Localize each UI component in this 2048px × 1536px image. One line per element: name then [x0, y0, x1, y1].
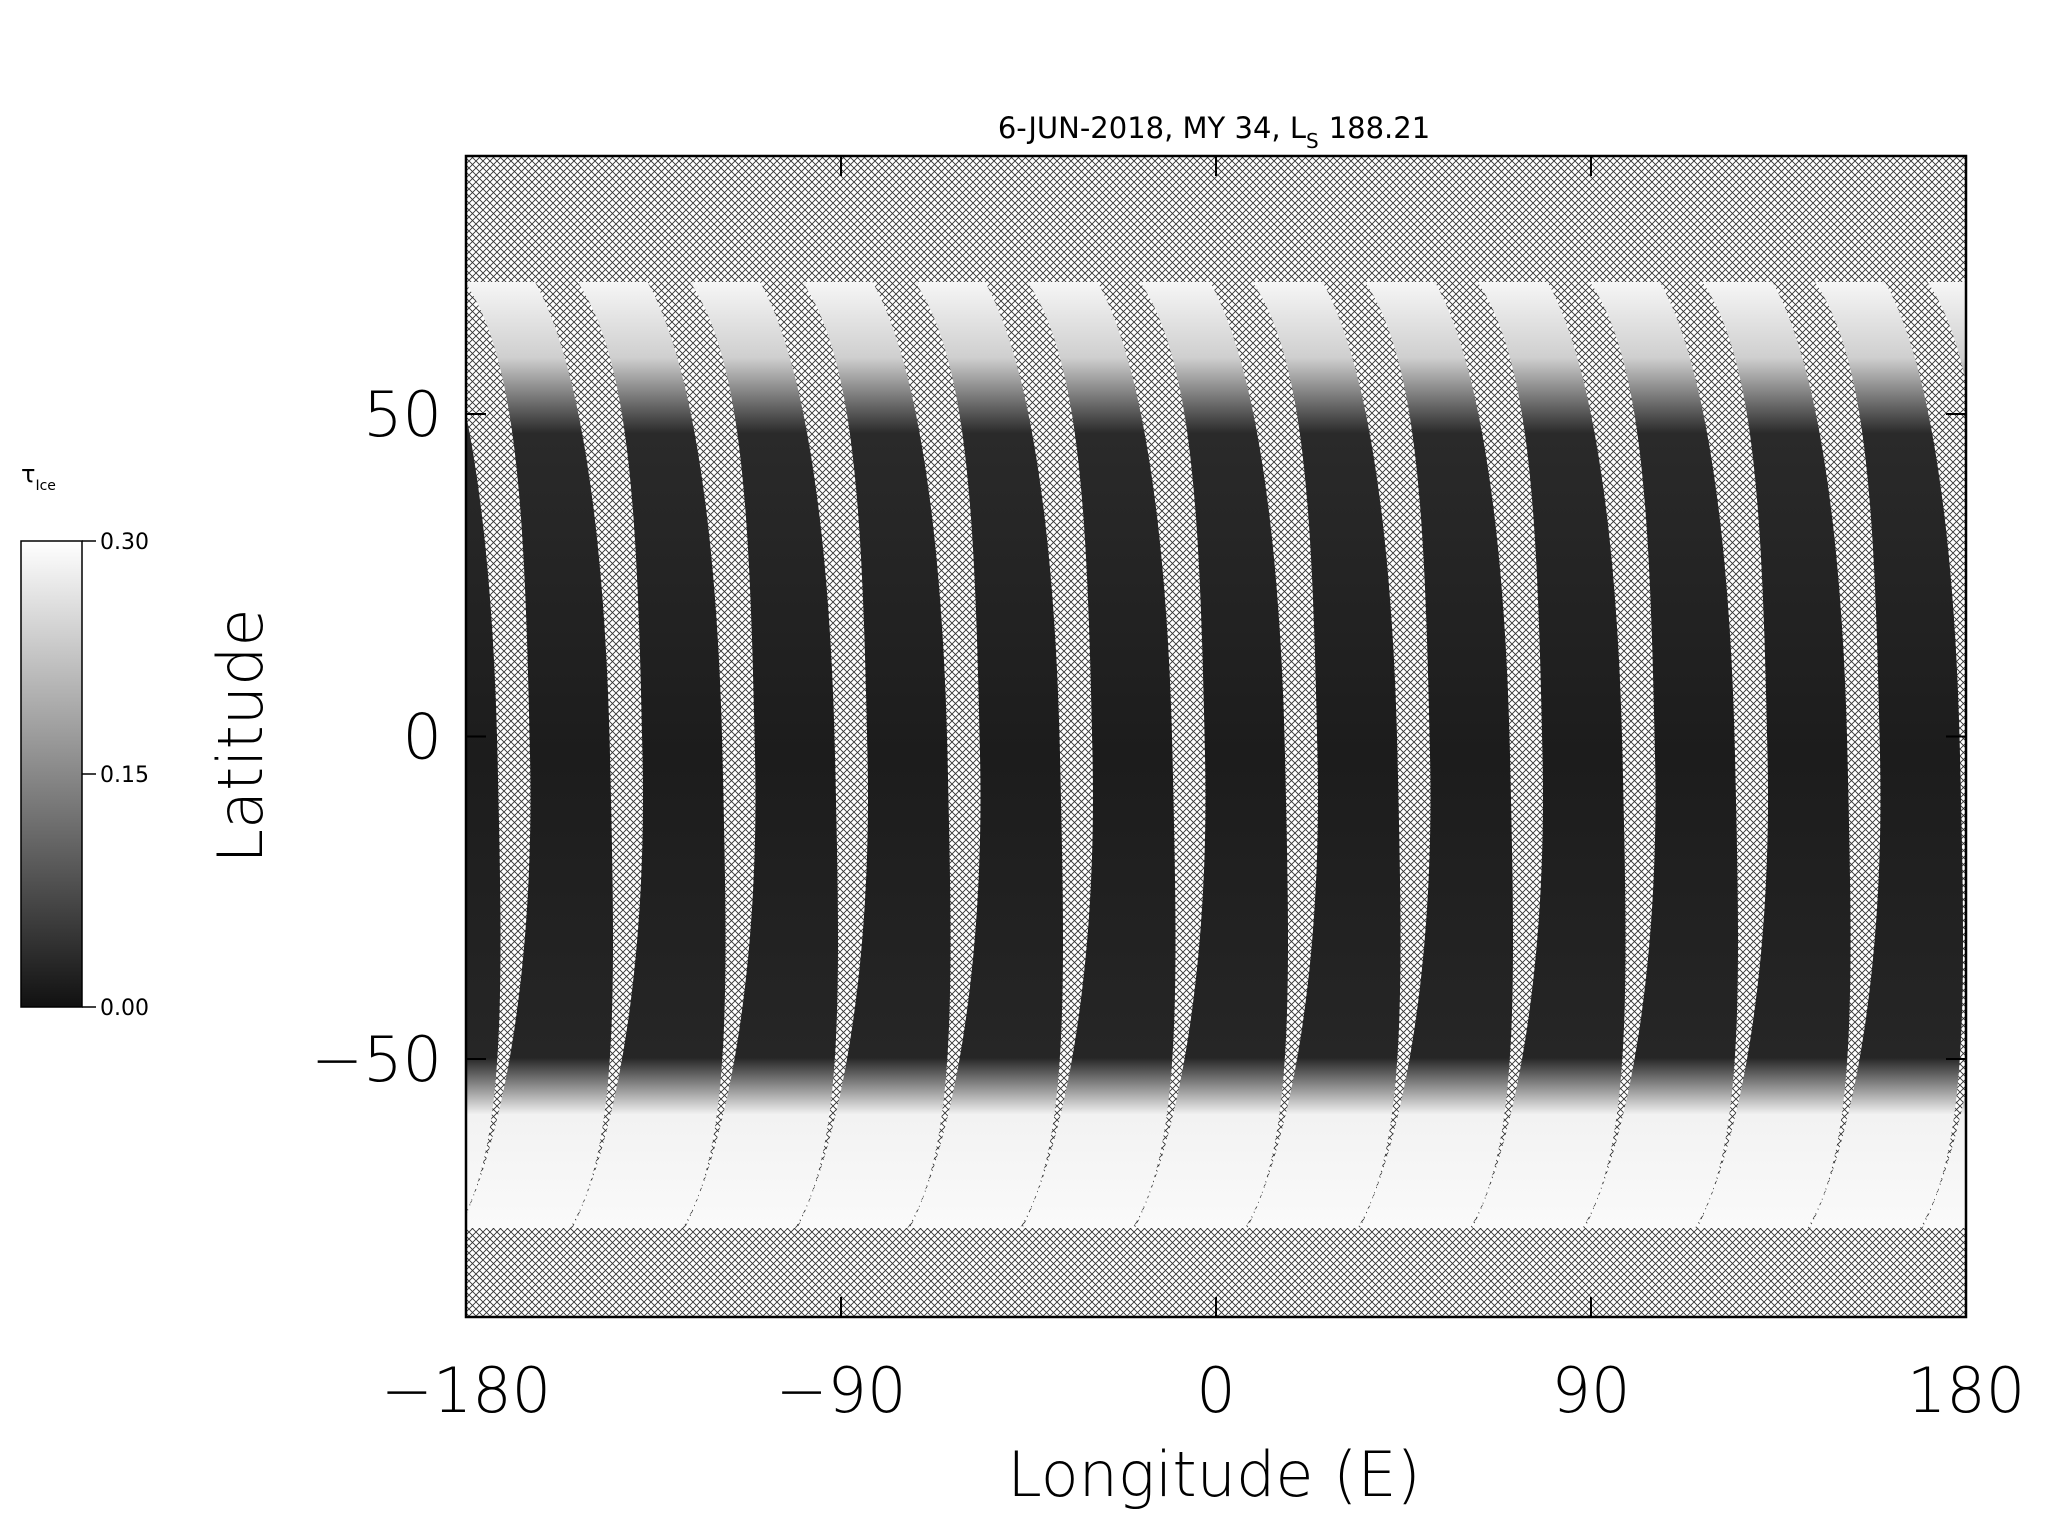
swath — [466, 282, 614, 1228]
chart-title: 6-JUN-2018, MY 34, LS 188.21 — [998, 111, 1430, 153]
swath — [685, 282, 839, 1228]
swath — [1697, 282, 1851, 1228]
y-axis-label: Latitude — [204, 608, 277, 863]
colorbar-tick-label: 0.15 — [100, 763, 149, 788]
swath — [1810, 282, 1964, 1228]
y-tick-label: 0 — [403, 701, 442, 774]
x-tick-label: 90 — [1552, 1354, 1631, 1427]
x-tick-label: 0 — [1196, 1354, 1235, 1427]
colorbar-tick-label: 0.30 — [100, 530, 149, 555]
swath — [1472, 282, 1626, 1228]
title-subscript: S — [1306, 129, 1319, 153]
x-axis-label: Longitude (E) — [1007, 1438, 1420, 1511]
x-tick-label: −180 — [381, 1354, 551, 1427]
colorbar-subscript: Ice — [35, 478, 55, 494]
colorbar-symbol: τ — [21, 460, 35, 488]
swath — [2035, 282, 2048, 1228]
colorbar — [20, 540, 83, 1008]
swath — [1360, 282, 1514, 1228]
swath — [1022, 282, 1176, 1228]
title-suffix: 188.21 — [1329, 111, 1430, 145]
swath — [466, 414, 501, 1213]
title-main: 6-JUN-2018, MY 34, L — [998, 111, 1306, 145]
x-tick-label: −90 — [776, 1354, 907, 1427]
swath — [910, 282, 1064, 1228]
swath — [1922, 282, 1966, 1228]
swath — [797, 282, 951, 1228]
x-tick-label: 180 — [1907, 1354, 2025, 1427]
swath — [1135, 282, 1289, 1228]
swath — [1585, 282, 1739, 1228]
swath — [1247, 282, 1401, 1228]
swaths — [466, 282, 2048, 1228]
y-tick-label: 50 — [363, 378, 442, 451]
colorbar-tick-label: 0.00 — [100, 996, 149, 1021]
swath — [572, 282, 726, 1228]
y-tick-label: −50 — [311, 1023, 442, 1096]
colorbar-label: τIce — [21, 460, 56, 494]
